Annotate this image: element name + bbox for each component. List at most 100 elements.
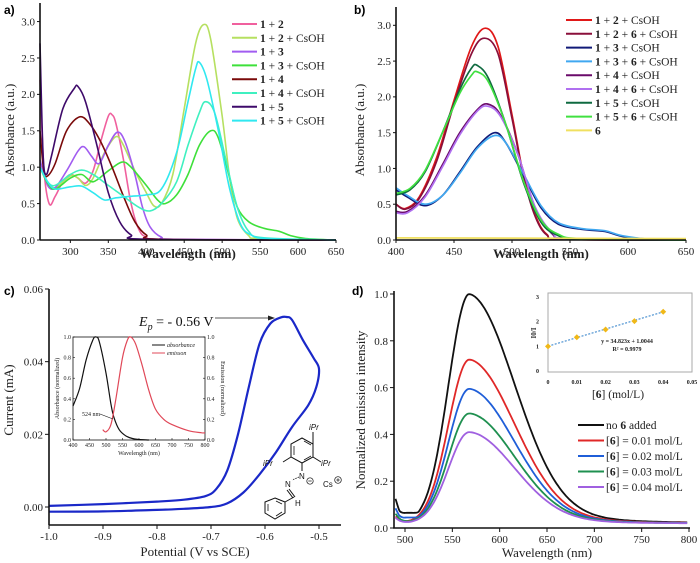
legend-label-part: + CsOH <box>637 29 678 41</box>
x-tick-label: 500 <box>214 246 231 258</box>
legend-label-part: + <box>601 98 613 110</box>
legend-label: 1 + 3 + CsOH <box>595 43 660 55</box>
y-tick-label: 0.0 <box>377 235 391 247</box>
inset-x-tick-label: 0.04 <box>658 380 669 386</box>
panel-a-curves <box>39 23 337 241</box>
panel-b: b) 400 450 500 550 600 650 0.0 0.5 1.0 1.5 2.0 2.5 3… <box>352 3 695 261</box>
legend-label: [6] = 0.04 mol/L <box>606 482 683 494</box>
inset-x-tick-label: 0.03 <box>629 380 640 386</box>
inset-data-point <box>602 326 609 333</box>
inset-x-tick-label: 0.05 <box>687 380 698 386</box>
legend-label: 1 + 4 + CsOH <box>595 70 660 82</box>
inset-xlabel-part: ] (mol/L) <box>602 389 645 401</box>
x-tick-label: -0.7 <box>202 531 220 543</box>
x-tick-label: 500 <box>397 534 414 546</box>
legend-label-part: 2 <box>613 29 619 41</box>
x-tick-label: -1.0 <box>40 531 58 543</box>
legend-label-part: + <box>266 102 278 114</box>
legend-label-part: 1 <box>595 84 601 96</box>
ep-subscript: p <box>147 322 153 333</box>
panel-c-xlabel: Potential (V vs SCE) <box>140 544 249 559</box>
panel-c-axes: -1.0 -0.9 -0.8 -0.7 -0.6 -0.5 0.00 0.02 0.04 0.06 <box>24 284 341 543</box>
legend-label: 1 + 2 + CsOH <box>260 33 325 45</box>
legend-label-part: 1 <box>260 60 266 72</box>
legend-label-part: 1 <box>595 29 601 41</box>
legend-label-part: + <box>601 43 613 55</box>
aryl-double-bond <box>303 440 312 446</box>
series-line-1-5 <box>39 43 337 241</box>
inset-data-point <box>573 334 580 341</box>
x-tick-label: 650 <box>678 246 695 258</box>
inset-x-tick-label: 650 <box>151 443 160 449</box>
panel-d: d) 500 550 600 650 700 750 8000.00.20.40.60.81… <box>352 284 698 560</box>
panel-d-inset: 0 0.01 0.02 0.03 0.04 0.05 0 1 2 3 [6] (mol/L) I0/I… <box>530 292 698 401</box>
x-tick-label: 650 <box>328 246 345 258</box>
legend-label-part: + <box>266 19 278 31</box>
y-tick-label: 3.0 <box>377 20 391 32</box>
x-tick-label: -0.5 <box>310 531 328 543</box>
legend-label-part: 5 <box>278 116 284 128</box>
inset-x-tick-label: 600 <box>135 443 144 449</box>
legend-label-part: + <box>601 70 613 82</box>
legend-label-part: + <box>266 33 278 45</box>
y-tick-label: 1.0 <box>377 163 391 175</box>
x-tick-label: -0.9 <box>94 531 112 543</box>
legend-label-part: 1 <box>595 112 601 124</box>
legend-label: [6] = 0.03 mol/L <box>606 467 683 479</box>
panel-a: a) 300 350 400 450 500 550 600 650 0.0 0.5 1.0 1.5 2… <box>2 3 345 261</box>
panel-a-axes: 300 350 400 450 500 550 600 650 0.0 0.5 1.0 1.5 2.0 2… <box>21 3 345 258</box>
inset-x-tick-label: 750 <box>184 443 193 449</box>
legend-label-part: 3 <box>278 47 284 59</box>
x-tick-label: 400 <box>388 246 405 258</box>
inset-xlabel-part: 6 <box>596 389 602 401</box>
legend-label-part: + <box>601 29 613 41</box>
y-tick-label: 0.00 <box>24 502 44 514</box>
legend-label-part: 6 <box>595 125 601 137</box>
legend-label-part: no <box>606 420 620 432</box>
legend-label: [6] = 0.01 mol/L <box>606 436 683 448</box>
legend-label-part: 6 <box>610 482 616 494</box>
legend-label-part: + CsOH <box>619 43 660 55</box>
legend-label-part: ] = 0.03 mol/L <box>616 467 683 479</box>
legend-label-part: 2 <box>278 33 284 45</box>
legend-label-part: 1 <box>595 43 601 55</box>
legend-label: 1 + 3 + 6 + CsOH <box>595 56 678 68</box>
y-tick-label: 1.5 <box>377 128 391 140</box>
legend-label: 1 + 2 + 6 + CsOH <box>595 29 678 41</box>
legend-label: 1 + 5 + CsOH <box>260 116 325 128</box>
panel-d-curves <box>394 293 688 525</box>
ep-symbol: E <box>138 315 148 330</box>
legend-label-part: 6 <box>610 467 616 479</box>
legend-label-part: + <box>619 112 631 124</box>
inset-y-tick-label-left: 1.0 <box>64 335 72 341</box>
inset-legend-label: emisson <box>167 351 186 357</box>
inset-y-tick-label: 0 <box>536 369 539 375</box>
legend-label-part: + <box>619 29 631 41</box>
panel-c: c) -1.0 -0.9 -0.8 -0.7 -0.6 -0.50.000.020.040… <box>1 284 342 559</box>
legend-label-part: added <box>626 420 657 432</box>
y-tick-label: 0.04 <box>24 357 44 369</box>
legend-label-part: [ <box>606 467 610 479</box>
panel-a-ylabel: Absorbance (a.u.) <box>2 84 17 177</box>
x-tick-label: 600 <box>620 246 637 258</box>
series-line-1-2-csoh <box>39 23 337 241</box>
cv-curve <box>48 315 321 513</box>
inset-x-tick-label: 0.02 <box>600 380 611 386</box>
legend-label-part: 3 <box>278 60 284 72</box>
x-tick-label: -0.6 <box>256 531 274 543</box>
inset-fit-equation: y = 34.823x + 1.0044 <box>601 339 653 345</box>
legend-label: no 6 added <box>606 420 657 432</box>
legend-label-part: + CsOH <box>284 116 325 128</box>
y-tick-label: 0.4 <box>374 429 388 441</box>
x-tick-label: 700 <box>586 534 603 546</box>
x-tick-label: 600 <box>290 246 307 258</box>
legend-label-part: 1 <box>595 56 601 68</box>
legend-label-part: + CsOH <box>619 15 660 27</box>
series-line-1-4-6-csoh <box>395 105 687 241</box>
legend-label: 1 + 4 <box>260 74 284 86</box>
panel-c-label: c) <box>4 284 15 298</box>
legend-label: [6] = 0.02 mol/L <box>606 451 683 463</box>
legend-label: 1 + 2 <box>260 19 284 31</box>
legend-label-part: 6 <box>631 29 637 41</box>
